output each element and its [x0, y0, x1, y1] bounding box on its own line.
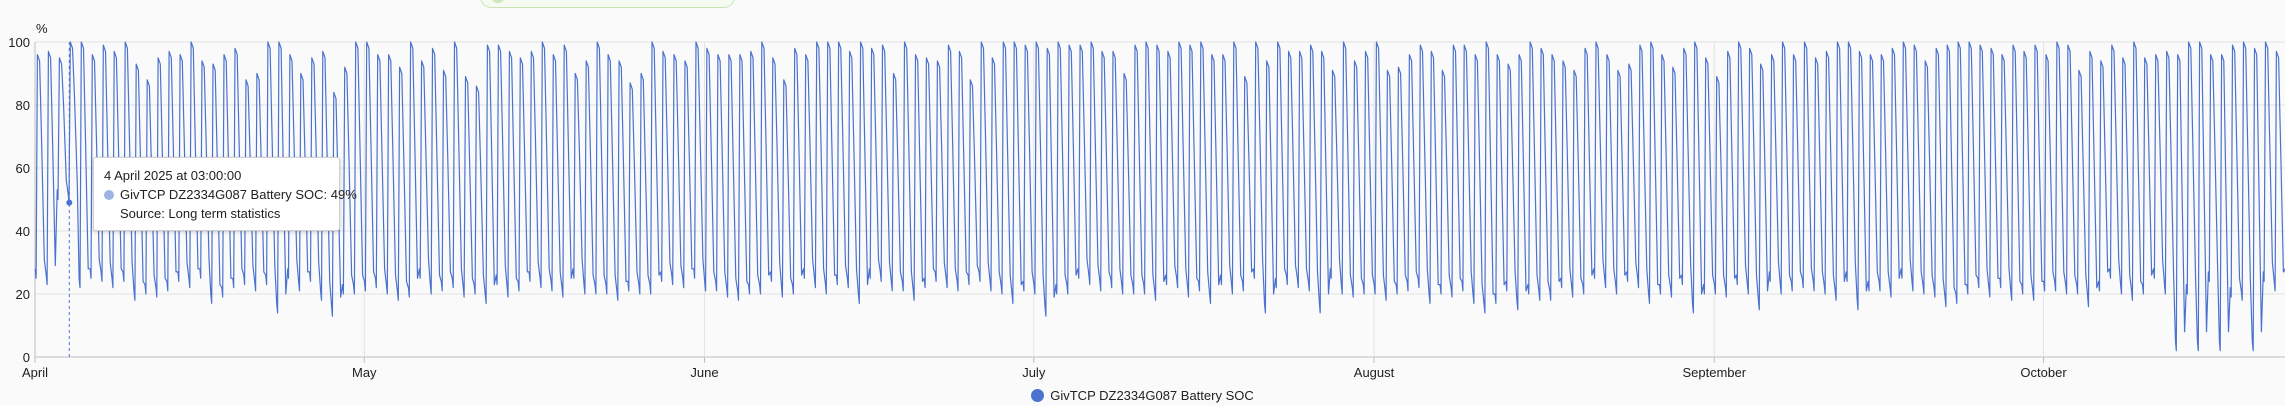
tooltip-date: 4 April 2025 at 03:00:00 [104, 168, 242, 183]
y-tick-label: 60 [16, 161, 30, 176]
x-tick-label: June [690, 365, 718, 380]
y-tick-label: 100 [8, 35, 30, 50]
y-tick-label: 80 [16, 98, 30, 113]
y-unit-label: % [36, 21, 48, 36]
tooltip-series-value: GivTCP DZ2334G087 Battery SOC: 49% [120, 187, 357, 202]
x-tick-label: September [1682, 365, 1746, 380]
chip-icon [491, 0, 505, 3]
series-layer [34, 41, 2285, 352]
hover-point[interactable] [66, 199, 73, 206]
y-tick-label: 0 [23, 350, 30, 365]
chart-legend[interactable]: GivTCP DZ2334G087 Battery SOC [0, 388, 2285, 403]
chart-tooltip: 4 April 2025 at 03:00:00 GivTCP DZ2334G0… [93, 157, 357, 231]
tooltip-series-dot-icon [104, 190, 114, 200]
crosshair [66, 42, 73, 357]
axes: 0 20 40 60 80 100 April May June July August Septem… [8, 35, 2067, 380]
x-tick-label: August [1354, 365, 1395, 380]
series-line-battery-soc[interactable] [34, 41, 2285, 352]
y-tick-label: 40 [16, 224, 30, 239]
legend-label[interactable]: GivTCP DZ2334G087 Battery SOC [1050, 388, 1254, 403]
legend-dot-icon [1031, 389, 1045, 402]
x-tick-label: October [2020, 365, 2067, 380]
tooltip-source: Source: Long term statistics [120, 206, 281, 221]
battery-soc-chart[interactable]: 0 20 40 60 80 100 April May June July August Septem… [0, 0, 2285, 380]
y-tick-label: 20 [16, 287, 30, 302]
x-tick-label: April [22, 365, 48, 380]
x-tick-label: July [1022, 365, 1046, 380]
x-tick-label: May [352, 365, 377, 380]
